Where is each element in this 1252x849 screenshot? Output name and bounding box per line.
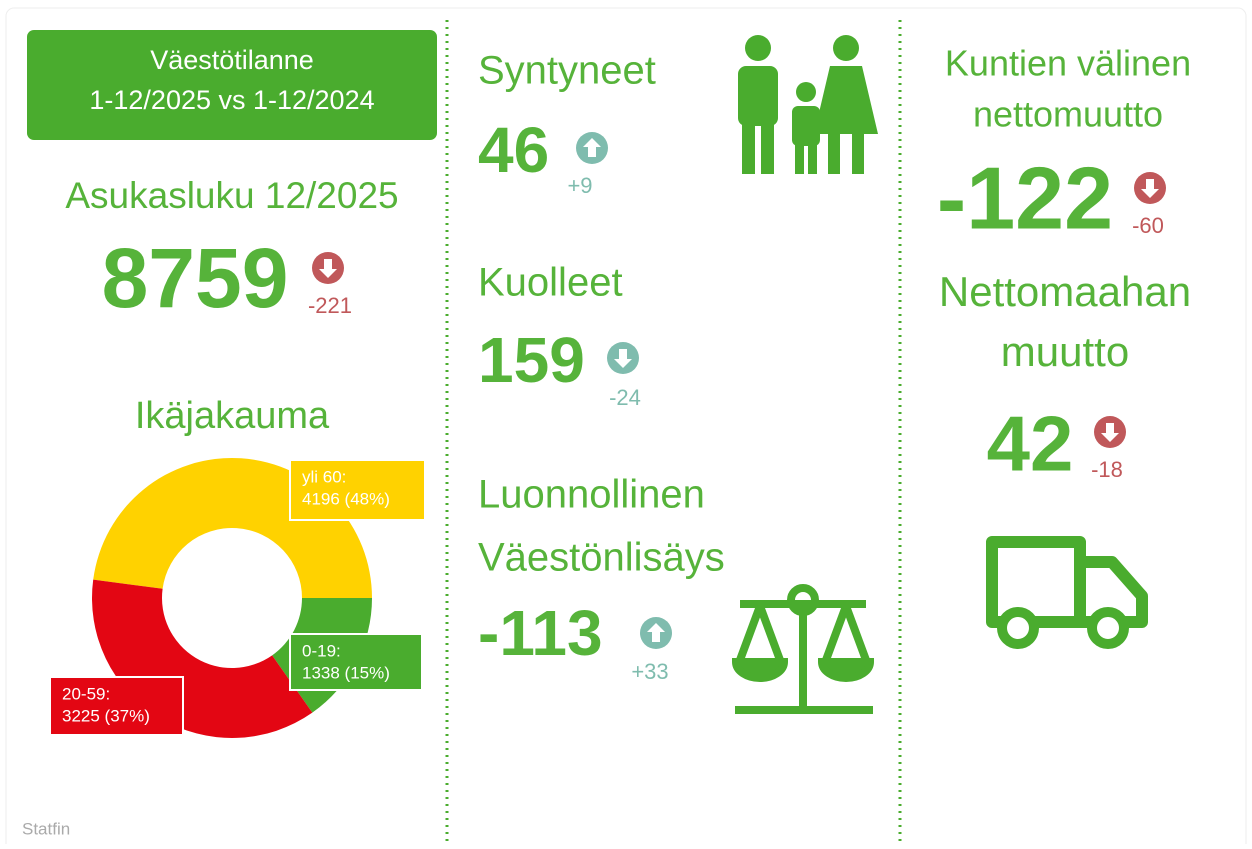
trend-arrow <box>312 252 344 284</box>
trend-arrow <box>640 617 672 649</box>
stat-change: +9 <box>567 173 592 198</box>
header-line: Väestötilanne <box>150 45 314 75</box>
slice-category: yli 60: <box>302 467 346 486</box>
scale-icon <box>731 584 875 714</box>
stat-change: -221 <box>308 293 352 318</box>
slice-label: 4196 (48%) <box>302 489 390 508</box>
truck-icon <box>986 536 1148 649</box>
header-line: 1-12/2025 vs 1-12/2024 <box>89 85 374 115</box>
stat-label: Kuntien välinen <box>945 43 1191 84</box>
stat-value: -113 <box>478 597 603 669</box>
stat-label: Nettomaahan <box>939 268 1191 315</box>
stat-change: -18 <box>1091 457 1123 482</box>
slice-category: 20-59: <box>62 684 110 703</box>
stat-change: -24 <box>609 385 641 410</box>
chart-title: Ikäjakauma <box>135 395 330 437</box>
stat-value: -122 <box>937 148 1113 247</box>
stat-label: Väestönlisäys <box>478 536 725 580</box>
trend-arrow <box>576 132 608 164</box>
label-box <box>289 633 423 691</box>
stat-change: +33 <box>631 659 668 684</box>
slice-category: 0-19: <box>302 641 341 660</box>
label-box <box>49 676 184 736</box>
stat-value: 42 <box>987 400 1074 488</box>
trend-glyph <box>583 138 601 157</box>
stat-value: 46 <box>478 114 549 186</box>
stat-label: nettomuutto <box>973 94 1163 135</box>
trend-glyph <box>647 623 665 642</box>
trend-glyph <box>1141 179 1159 198</box>
stat-change: -60 <box>1132 213 1164 238</box>
stat-value: 8759 <box>102 231 289 325</box>
label-box <box>289 459 426 521</box>
slice-label: 1338 (15%) <box>302 663 390 682</box>
trend-arrow <box>1094 416 1126 448</box>
stat-label: Syntyneet <box>478 49 656 93</box>
slice-label: 3225 (37%) <box>62 706 150 725</box>
family-icon <box>738 35 878 174</box>
trend-glyph <box>614 349 632 368</box>
stat-label: Kuolleet <box>478 261 623 305</box>
trend-arrow <box>1134 172 1166 204</box>
trend-glyph <box>1101 423 1119 442</box>
stat-value: 159 <box>478 324 585 396</box>
source: Statfin <box>22 819 70 838</box>
header-box <box>27 30 437 140</box>
stat-label: muutto <box>1001 328 1129 375</box>
trend-glyph <box>319 259 337 278</box>
stat-label: Luonnollinen <box>478 473 705 517</box>
stat-label: Asukasluku 12/2025 <box>65 175 398 216</box>
trend-arrow <box>607 342 639 374</box>
